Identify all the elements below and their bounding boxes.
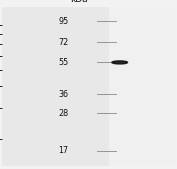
Text: 36: 36 [58,90,68,99]
Text: 17: 17 [58,147,68,155]
Ellipse shape [112,61,127,64]
Text: kDa: kDa [70,0,88,4]
Bar [109,7,175,166]
Text: 28: 28 [58,109,68,118]
Text: 95: 95 [58,17,68,26]
Text: 55: 55 [58,58,68,67]
Text: 72: 72 [58,38,68,47]
